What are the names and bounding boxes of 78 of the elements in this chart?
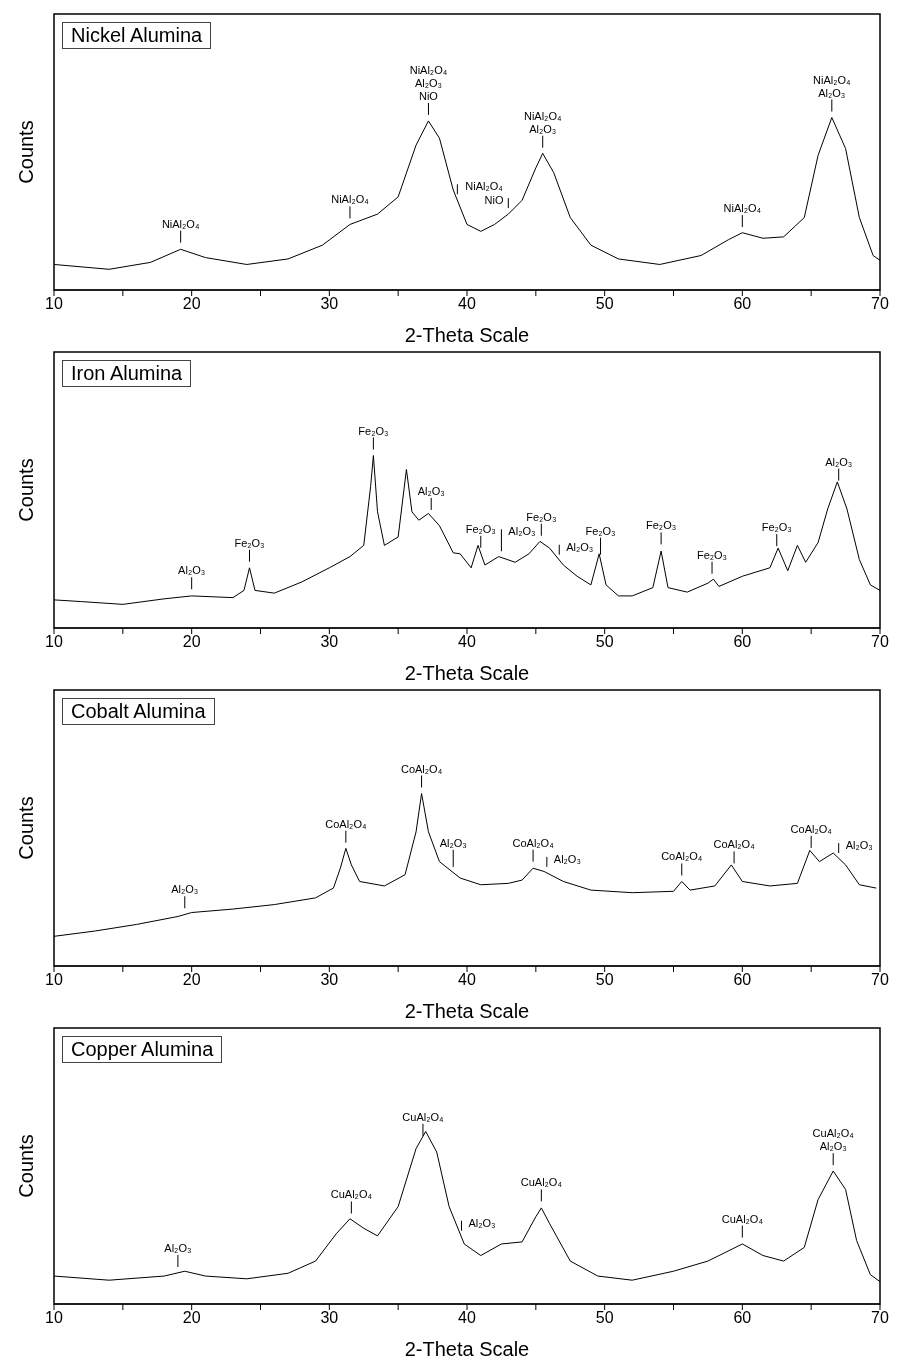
x-tick-label: 10 bbox=[45, 295, 63, 313]
annotation: Al₂O₃ bbox=[164, 1241, 192, 1254]
annotation: Fe₂O₃ bbox=[526, 510, 557, 523]
annotation: Al₂O₃ bbox=[468, 1216, 496, 1229]
x-tick-label: 30 bbox=[320, 295, 339, 313]
chart-title: Iron Alumina bbox=[62, 360, 192, 387]
x-tick-label: 40 bbox=[458, 633, 476, 651]
annotation: Al₂O₃ bbox=[508, 525, 536, 538]
y-axis-title: Counts bbox=[15, 120, 37, 184]
annotation: CuAl₂O₄ bbox=[330, 1188, 373, 1201]
annotation: CuAl₂O₄ bbox=[721, 1212, 764, 1225]
annotation: NiAl₂O₄ bbox=[465, 180, 504, 193]
annotation: Fe₂O₃ bbox=[465, 522, 496, 535]
annotation: NiAl₂O₄ bbox=[331, 193, 370, 206]
x-tick-label: 20 bbox=[182, 295, 201, 313]
y-axis-title: Counts bbox=[15, 1134, 37, 1198]
annotation: Al₂O₃ bbox=[178, 564, 206, 577]
x-tick-label: 20 bbox=[182, 633, 201, 651]
annotation: CoAl₂O₄ bbox=[512, 836, 555, 849]
annotation: Fe₂O₃ bbox=[761, 521, 792, 534]
x-tick-label: 40 bbox=[458, 1309, 476, 1327]
annotation: Fe₂O₃ bbox=[234, 536, 265, 549]
x-tick-label: 50 bbox=[595, 633, 614, 651]
chart-title: Copper Alumina bbox=[62, 1036, 223, 1063]
x-tick-label: 40 bbox=[458, 295, 476, 313]
chart-title: Nickel Alumina bbox=[62, 22, 212, 49]
annotation: Fe₂O₃ bbox=[696, 548, 728, 561]
annotation: Al₂O₃ bbox=[439, 836, 467, 849]
annotation: CuAl₂O₄ Al₂O₃ bbox=[812, 1127, 855, 1153]
x-tick-label: 30 bbox=[320, 971, 339, 989]
x-tick-label: 50 bbox=[595, 295, 614, 313]
y-axis-title: Counts bbox=[15, 458, 37, 522]
x-tick-label: 60 bbox=[733, 1309, 752, 1327]
annotation: Al₂O₃ bbox=[566, 540, 594, 553]
annotation: CoAl₂O₄ bbox=[325, 817, 367, 830]
annotation: Al₂O₃ bbox=[171, 883, 199, 896]
x-tick-label: 70 bbox=[871, 1309, 889, 1327]
annotation: NiAl₂O₄ Al₂O₃ bbox=[813, 73, 852, 99]
annotation: CuAl₂O₄ bbox=[402, 1110, 445, 1123]
annotation: Al₂O₃ bbox=[825, 455, 853, 468]
x-tick-label: 50 bbox=[595, 971, 614, 989]
annotation: NiAl₂O₄ bbox=[723, 202, 762, 215]
x-axis-title: 2-Theta Scale bbox=[404, 1000, 530, 1022]
annotation: CoAl₂O₄ bbox=[713, 838, 756, 851]
x-tick-label: 10 bbox=[45, 971, 63, 989]
y-axis-title: Counts bbox=[15, 796, 37, 860]
annotation: Al₂O₃ bbox=[845, 839, 873, 852]
annotation: Fe₂O₃ bbox=[585, 524, 616, 537]
x-tick-label: 60 bbox=[733, 971, 752, 989]
x-tick-label: 60 bbox=[733, 633, 752, 651]
x-tick-label: 50 bbox=[595, 1309, 614, 1327]
annotation: NiAl₂O₄ Al₂O₃ NiO bbox=[409, 63, 448, 102]
x-tick-label: 70 bbox=[871, 971, 889, 989]
annotation: NiO bbox=[484, 194, 504, 207]
x-axis-title: 2-Theta Scale bbox=[404, 1338, 530, 1360]
x-tick-label: 20 bbox=[182, 971, 201, 989]
annotation: Fe₂O₃ bbox=[358, 424, 389, 437]
annotation: Al₂O₃ bbox=[553, 852, 581, 865]
x-tick-label: 10 bbox=[45, 633, 63, 651]
annotation: Al₂O₃ bbox=[417, 484, 445, 497]
x-tick-label: 70 bbox=[871, 295, 889, 313]
annotation: CoAl₂O₄ bbox=[790, 822, 833, 835]
x-tick-label: 70 bbox=[871, 633, 889, 651]
annotation: CuAl₂O₄ bbox=[520, 1176, 563, 1189]
x-tick-label: 30 bbox=[320, 1309, 339, 1327]
annotation: NiAl₂O₄ Al₂O₃ bbox=[523, 109, 562, 135]
chart-title: Cobalt Alumina bbox=[62, 698, 215, 725]
x-tick-label: 30 bbox=[320, 633, 339, 651]
x-tick-label: 10 bbox=[45, 1309, 63, 1327]
x-tick-label: 40 bbox=[458, 971, 476, 989]
x-axis-title: 2-Theta Scale bbox=[404, 324, 530, 346]
annotation: CoAl₂O₄ bbox=[661, 850, 703, 863]
annotation: Fe₂O₃ bbox=[646, 519, 677, 532]
annotation: NiAl₂O₄ bbox=[161, 217, 200, 230]
x-axis-title: 2-Theta Scale bbox=[404, 662, 530, 684]
x-tick-label: 60 bbox=[733, 295, 752, 313]
annotation: CoAl₂O₄ bbox=[400, 762, 443, 775]
x-tick-label: 20 bbox=[182, 1309, 201, 1327]
